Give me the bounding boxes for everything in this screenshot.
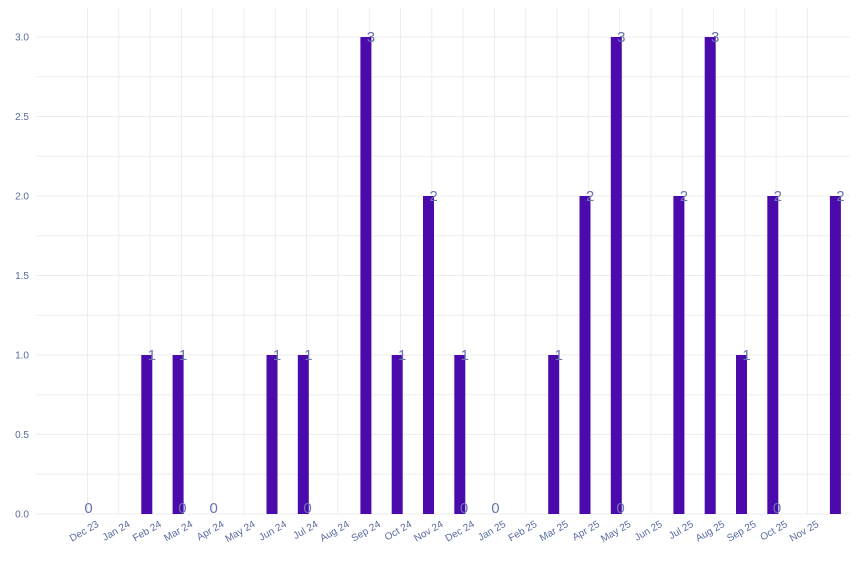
x-tick-label: Jan 25 (476, 519, 508, 544)
grid (36, 8, 850, 515)
data-label: 1 (179, 347, 187, 364)
y-tick-label: 1.0 (15, 351, 29, 362)
data-label: 2 (774, 188, 782, 205)
x-tick-label: Oct 24 (383, 519, 414, 543)
y-tick-label: 0.0 (15, 510, 29, 521)
y-axis: 0.0 0.5 1.0 1.5 2.0 2.5 3.0 (15, 33, 29, 521)
bar (829, 196, 841, 514)
x-tick-label: Oct 25 (759, 519, 790, 543)
data-label: 2 (836, 188, 844, 205)
x-tick-label: Aug 25 (694, 519, 727, 545)
bar (297, 355, 309, 514)
bar (423, 196, 434, 514)
data-label: 1 (461, 347, 469, 364)
data-label: 0 (460, 500, 468, 517)
x-tick-label: Dec 23 (68, 519, 101, 545)
bar (141, 355, 153, 514)
bar (673, 196, 685, 514)
x-tick-label: Dec 24 (444, 519, 477, 545)
x-tick-label: Feb 25 (507, 519, 540, 544)
x-tick-label: Apr 25 (571, 519, 602, 543)
bar (548, 355, 560, 514)
x-tick-label: Mar 24 (162, 519, 195, 544)
x-tick-label: Jan 24 (101, 519, 133, 544)
y-tick-label: 1.5 (15, 271, 29, 282)
data-label: 3 (617, 29, 625, 46)
x-tick-label: Sep 24 (350, 519, 383, 545)
bar (360, 37, 372, 514)
x-tick-label: Sep 25 (725, 519, 758, 545)
x-tick-label: Feb 24 (131, 519, 164, 544)
bar (391, 355, 403, 514)
bar (767, 196, 779, 514)
bar (579, 196, 591, 514)
y-tick-label: 3.0 (15, 33, 29, 44)
x-tick-label: Jul 24 (291, 519, 320, 542)
data-label: 1 (273, 347, 281, 364)
y-tick-label: 2.5 (15, 112, 29, 123)
data-label: 3 (711, 29, 719, 46)
bar (454, 355, 466, 514)
data-label: 2 (429, 188, 437, 205)
bars (141, 37, 841, 514)
x-tick-label: May 24 (224, 519, 258, 545)
data-labels: 0 1 1 0 0 1 1 0 3 1 2 1 0 0 1 2 3 0 2 3 1 2 0 2 (84, 29, 844, 517)
data-label: 0 (616, 500, 624, 517)
bar (610, 37, 622, 514)
bar (266, 355, 278, 514)
data-label: 1 (398, 347, 406, 364)
x-tick-label: Jul 25 (667, 519, 696, 542)
data-label: 0 (84, 500, 92, 517)
x-tick-label: Mar 25 (538, 519, 571, 544)
x-tick-label: Nov 24 (412, 519, 445, 545)
x-tick-label: Nov 25 (788, 519, 821, 545)
x-tick-label: Apr 24 (195, 519, 226, 543)
data-label: 1 (304, 347, 312, 364)
data-label: 0 (303, 500, 311, 517)
x-tick-label: Jun 24 (257, 519, 289, 544)
bar (704, 37, 716, 514)
y-tick-label: 2.0 (15, 192, 29, 203)
data-label: 3 (367, 29, 375, 46)
data-label: 0 (210, 500, 218, 517)
y-tick-label: 0.5 (15, 430, 29, 441)
x-tick-label: Jun 25 (633, 519, 665, 544)
bar (172, 355, 184, 514)
data-label: 2 (586, 188, 594, 205)
data-label: 0 (178, 500, 186, 517)
data-label: 1 (148, 347, 156, 364)
data-label: 1 (742, 347, 750, 364)
data-label: 2 (680, 188, 688, 205)
x-tick-label: May 25 (599, 519, 633, 545)
x-tick-label: Aug 24 (318, 519, 351, 545)
data-label: 0 (773, 500, 781, 517)
data-label: 0 (491, 500, 499, 517)
data-label: 1 (555, 347, 563, 364)
bar (736, 355, 747, 514)
